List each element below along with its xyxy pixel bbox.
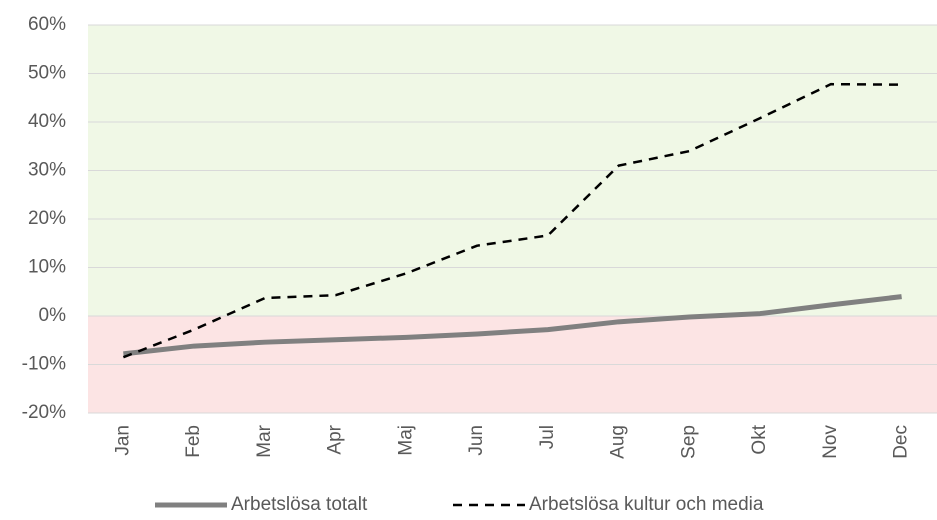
y-tick-label: 40%	[28, 111, 66, 132]
x-tick-label: Sep	[678, 425, 699, 459]
y-tick-label: -20%	[22, 402, 66, 423]
y-tick-label: 50%	[28, 63, 66, 84]
x-tick-label: Aug	[608, 425, 629, 459]
y-tick-label: -10%	[22, 354, 66, 375]
x-tick-label: Mar	[254, 424, 275, 457]
y-tick-label: 0%	[39, 305, 67, 326]
legend-label: Arbetslösa kultur och media	[529, 494, 764, 515]
x-tick-label: Feb	[183, 425, 204, 458]
y-tick-label: 10%	[28, 257, 66, 278]
x-tick-label: Dec	[891, 425, 912, 459]
y-tick-label: 60%	[28, 14, 66, 35]
x-tick-label: Maj	[395, 425, 416, 456]
series-line	[123, 294, 902, 357]
x-tick-label: Okt	[749, 424, 770, 454]
series-line	[122, 82, 902, 359]
x-tick-label: Jun	[466, 425, 487, 456]
x-tick-label: Jul	[537, 425, 558, 449]
y-tick-label: 30%	[28, 160, 66, 181]
x-tick-label: Apr	[325, 424, 346, 454]
y-tick-label: 20%	[28, 208, 66, 229]
x-tick-label: Jan	[112, 425, 133, 456]
legend-label: Arbetslösa totalt	[231, 494, 368, 515]
x-tick-label: Nov	[820, 425, 841, 459]
